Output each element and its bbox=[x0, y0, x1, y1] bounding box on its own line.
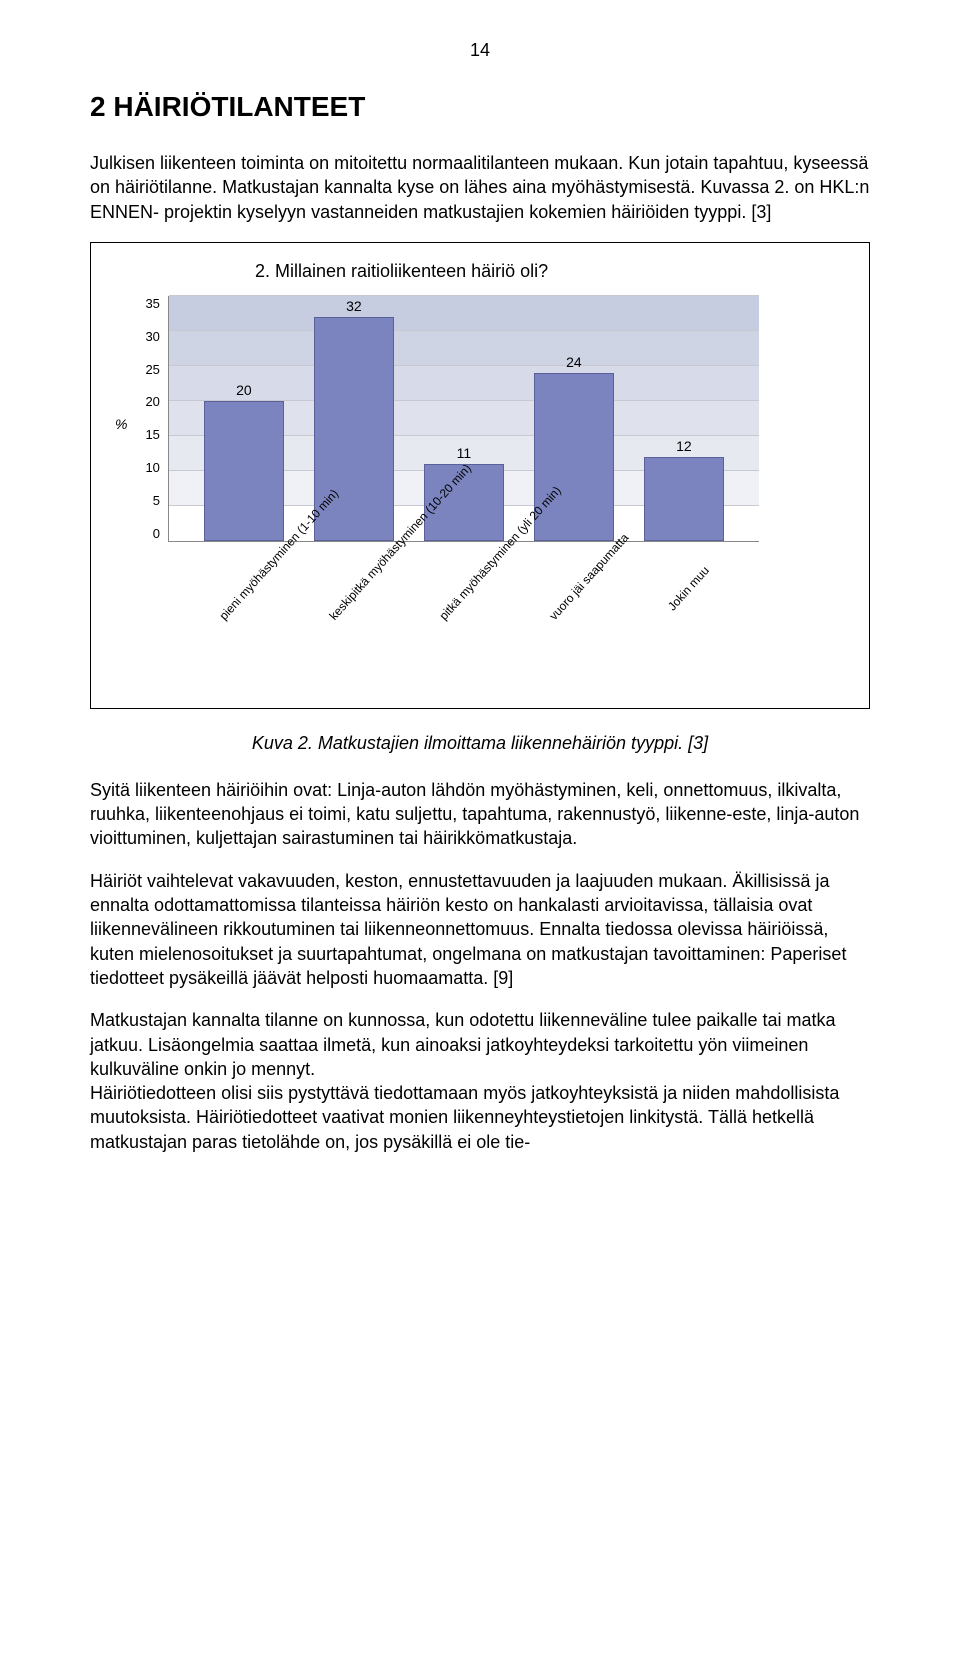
chart-caption: Kuva 2. Matkustajien ilmoittama liikenne… bbox=[90, 733, 870, 754]
bar-group: 12 bbox=[644, 438, 724, 541]
y-tick: 10 bbox=[145, 460, 159, 475]
chart-container: 2. Millainen raitioliikenteen häiriö oli… bbox=[90, 242, 870, 709]
paragraph-3: Häiriöt vaihtelevat vakavuuden, keston, … bbox=[90, 869, 870, 990]
section-heading: 2 HÄIRIÖTILANTEET bbox=[90, 91, 870, 123]
y-tick: 30 bbox=[145, 329, 159, 344]
bar-group: 24 bbox=[534, 354, 614, 541]
chart-title: 2. Millainen raitioliikenteen häiriö oli… bbox=[255, 261, 845, 282]
bar bbox=[204, 401, 284, 541]
chart-bars: 20 32 11 24 12 bbox=[169, 296, 759, 541]
paragraph-2: Syitä liikenteen häiriöihin ovat: Linja-… bbox=[90, 778, 870, 851]
x-axis-labels-container: pieni myöhästyminen (1-10 min) keskipitkä… bbox=[115, 546, 845, 696]
x-tick-label: Jokin muu bbox=[656, 554, 720, 623]
page-number: 14 bbox=[90, 40, 870, 61]
chart-area: % 35 30 25 20 15 10 5 0 20 32 11 24 12 bbox=[115, 296, 845, 542]
bar-value-label: 12 bbox=[676, 438, 692, 454]
x-tick-label: pieni myöhästyminen (1-10 min) bbox=[216, 554, 280, 623]
y-tick: 0 bbox=[145, 526, 159, 541]
y-axis-ticks: 35 30 25 20 15 10 5 0 bbox=[145, 296, 167, 541]
y-tick: 35 bbox=[145, 296, 159, 311]
bar-group: 20 bbox=[204, 382, 284, 541]
y-axis-label: % bbox=[115, 416, 127, 432]
x-axis-labels: pieni myöhästyminen (1-10 min)keskipitkä… bbox=[175, 546, 765, 568]
chart-plot: 20 32 11 24 12 bbox=[168, 296, 759, 542]
x-tick-label: vuoro jäi saapumatta bbox=[546, 554, 610, 623]
x-tick-label: keskipitkä myöhästyminen (10-20 min) bbox=[326, 554, 390, 623]
y-tick: 25 bbox=[145, 362, 159, 377]
y-tick: 20 bbox=[145, 394, 159, 409]
bar-value-label: 32 bbox=[346, 298, 362, 314]
bar-value-label: 20 bbox=[236, 382, 252, 398]
bar bbox=[644, 457, 724, 541]
y-tick: 15 bbox=[145, 427, 159, 442]
bar bbox=[534, 373, 614, 541]
paragraph-1: Julkisen liikenteen toiminta on mitoitet… bbox=[90, 151, 870, 224]
paragraph-5: Häiriötiedotteen olisi siis pystyttävä t… bbox=[90, 1081, 870, 1154]
bar-value-label: 24 bbox=[566, 354, 582, 370]
y-tick: 5 bbox=[145, 493, 159, 508]
x-tick-label: pitkä myöhästyminen (yli 20 min) bbox=[436, 554, 500, 623]
paragraph-4: Matkustajan kannalta tilanne on kunnossa… bbox=[90, 1008, 870, 1081]
bar-value-label: 11 bbox=[457, 445, 472, 461]
